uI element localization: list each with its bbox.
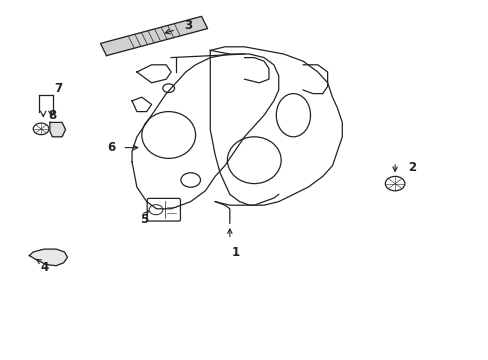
Text: 4: 4	[41, 261, 49, 274]
Text: 2: 2	[407, 161, 415, 174]
Polygon shape	[100, 16, 207, 56]
Text: 3: 3	[184, 19, 192, 32]
Text: 7: 7	[55, 82, 62, 95]
Text: 1: 1	[231, 246, 239, 258]
Polygon shape	[29, 249, 67, 266]
Polygon shape	[50, 122, 65, 137]
Text: 5: 5	[140, 213, 148, 226]
Text: 6: 6	[107, 141, 115, 154]
Text: 8: 8	[49, 109, 57, 122]
